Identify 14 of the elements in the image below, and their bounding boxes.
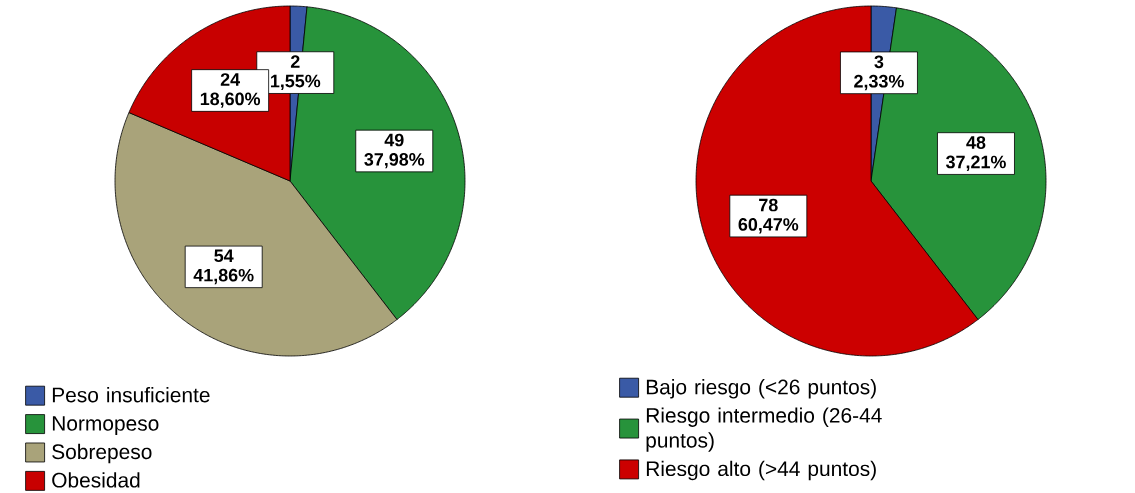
legend-label: Obesidad (52, 472, 140, 488)
legend-label: Sobrepeso (52, 443, 152, 464)
data-label: 3 2,33% (854, 55, 904, 91)
data-label: 54 41,86% (193, 249, 254, 285)
legend-label: Normopeso (52, 416, 159, 435)
data-label: 24 18,60% (200, 73, 261, 108)
legend-label: Riesgo intermedio (26-44 puntos) (646, 407, 882, 452)
data-label: 2 1,55% (270, 55, 321, 90)
legend-label: Peso insuficiente (52, 387, 210, 403)
data-label: 49 37,98% (364, 133, 425, 169)
data-label: 48 37,21% (945, 136, 1006, 171)
legend-label: Riesgo alto (>44 puntos) (646, 460, 876, 481)
legend-label: Bajo riesgo (<26 puntos) (646, 379, 876, 399)
data-label: 78 60,47% (738, 198, 799, 234)
